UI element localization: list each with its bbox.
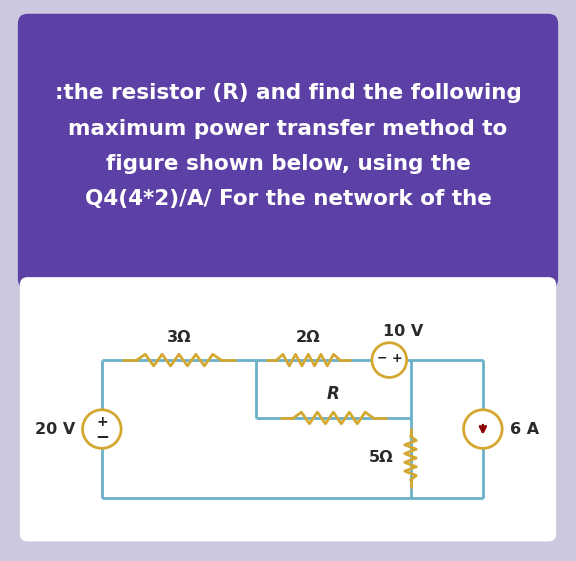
- Text: 10 V: 10 V: [382, 324, 423, 339]
- Text: 20 V: 20 V: [35, 421, 75, 436]
- Text: figure shown below, using the: figure shown below, using the: [105, 154, 471, 174]
- Text: −: −: [95, 427, 109, 445]
- Text: 5Ω: 5Ω: [369, 450, 393, 466]
- Circle shape: [372, 343, 407, 378]
- Text: 3Ω: 3Ω: [166, 330, 191, 344]
- FancyBboxPatch shape: [20, 277, 556, 541]
- FancyBboxPatch shape: [18, 14, 558, 289]
- Circle shape: [82, 410, 121, 448]
- FancyBboxPatch shape: [10, 10, 566, 551]
- Text: +: +: [392, 352, 402, 365]
- Text: +: +: [96, 415, 108, 429]
- Text: 2Ω: 2Ω: [296, 330, 321, 344]
- Text: maximum power transfer method to: maximum power transfer method to: [69, 119, 507, 139]
- Text: Q4(4*2)/A/ For the network of the: Q4(4*2)/A/ For the network of the: [85, 190, 491, 209]
- Text: :the resistor (R) and find the following: :the resistor (R) and find the following: [55, 84, 521, 103]
- Text: −: −: [376, 352, 387, 365]
- Text: 6 A: 6 A: [510, 421, 539, 436]
- Circle shape: [464, 410, 502, 448]
- Text: R: R: [327, 384, 340, 403]
